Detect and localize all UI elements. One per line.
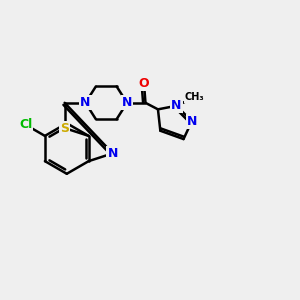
Text: N: N: [187, 115, 197, 128]
Text: N: N: [107, 147, 118, 160]
Text: Cl: Cl: [19, 118, 32, 131]
Text: N: N: [171, 99, 182, 112]
Text: N: N: [80, 96, 91, 109]
Text: N: N: [122, 96, 132, 109]
Text: O: O: [139, 77, 149, 90]
Text: CH₃: CH₃: [184, 92, 204, 103]
Text: S: S: [60, 122, 69, 135]
